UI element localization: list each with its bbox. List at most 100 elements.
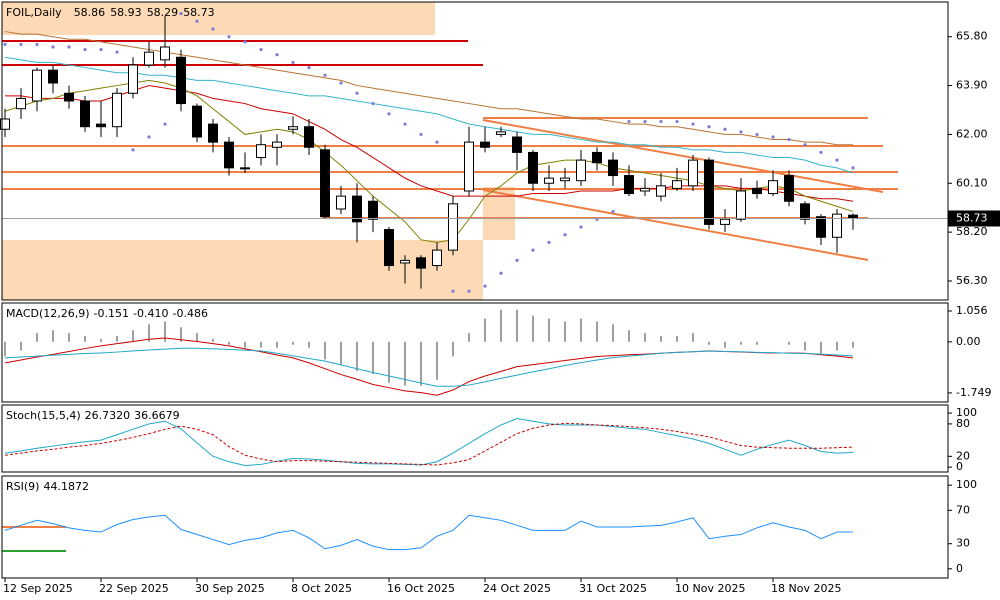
candle-body <box>320 149 330 218</box>
panel-frame <box>1 475 949 579</box>
candle-body <box>352 195 362 223</box>
sar-dot <box>163 122 167 126</box>
sar-dot <box>771 135 775 139</box>
sar-dot <box>67 45 71 49</box>
candle-body <box>704 159 714 225</box>
candle-body <box>800 203 810 220</box>
panel-frame <box>1 404 949 473</box>
sar-dot <box>739 130 743 134</box>
candle-body <box>176 56 186 105</box>
sar-dot <box>307 65 311 70</box>
sar-dot <box>211 27 215 31</box>
candle-body <box>624 175 634 195</box>
y-tick-label: 1.056 <box>956 304 988 317</box>
sar-dot <box>243 40 247 44</box>
sar-dot <box>227 35 231 39</box>
sar-dot <box>803 143 807 147</box>
sar-dot <box>19 42 23 47</box>
candle-body <box>64 92 74 102</box>
candle-body <box>240 167 250 170</box>
candle-body <box>576 159 586 182</box>
sar-dot <box>451 289 455 293</box>
sar-dot <box>787 137 791 142</box>
y-tick-label: 70 <box>956 503 970 516</box>
sar-dot <box>99 47 103 52</box>
candle-body <box>336 195 346 210</box>
candle-body <box>688 159 698 187</box>
sar-dot <box>659 119 663 124</box>
candle-body <box>208 123 218 143</box>
title: FOIL,Daily <box>6 6 62 19</box>
candle-body <box>32 69 42 102</box>
sar-dot <box>35 42 39 47</box>
reading: -0.486 <box>172 307 207 320</box>
sar-dot <box>819 150 823 155</box>
candle-body <box>368 200 378 220</box>
y-tick-label: 0 <box>956 460 963 473</box>
panel-frame <box>1 302 949 403</box>
candle-body <box>272 141 282 148</box>
reading: 44.1872 <box>43 480 89 493</box>
price-tag <box>948 210 1000 227</box>
sar-dot <box>179 11 183 16</box>
sar-dot <box>83 47 87 52</box>
candle-body <box>496 131 506 135</box>
candle-body <box>608 159 618 177</box>
reading: -0.410 <box>133 307 168 320</box>
indicator-line <box>4 422 854 466</box>
sar-dot <box>723 127 727 131</box>
price-tag-label: 58.73 <box>956 211 988 224</box>
candle-body <box>416 257 426 269</box>
candle-body <box>816 216 826 238</box>
y-tick-label: 65.80 <box>956 30 988 43</box>
candle-body <box>672 180 682 189</box>
candle-body <box>48 69 58 84</box>
ohlc-high: 58.93 <box>110 6 142 19</box>
candle-body <box>592 151 602 164</box>
sar-dot <box>323 73 327 77</box>
candle-body <box>0 118 10 130</box>
reading: 36.6679 <box>134 409 180 422</box>
title: Stoch(15,5,4) <box>6 409 81 422</box>
candle-body <box>848 214 858 219</box>
candle-body <box>160 46 170 61</box>
candle-body <box>560 177 570 182</box>
sar-dot <box>675 119 679 124</box>
sar-dot <box>643 119 647 124</box>
y-tick-label: 62.00 <box>956 127 988 140</box>
candle-body <box>128 64 138 94</box>
sar-dot <box>419 132 423 137</box>
sar-dot <box>851 166 855 170</box>
sar-dot <box>611 209 615 214</box>
sar-dot <box>147 135 151 139</box>
x-tick-label: 12 Sep 2025 <box>3 582 73 595</box>
candle-body <box>528 151 538 184</box>
sar-dot <box>131 148 135 152</box>
x-tick-label: 18 Nov 2025 <box>771 582 841 595</box>
sar-dot <box>627 119 631 124</box>
candle-body <box>384 229 394 267</box>
sar-dot <box>707 125 711 129</box>
x-tick-label: 10 Nov 2025 <box>675 582 745 595</box>
candle-body <box>640 187 650 192</box>
candle-body <box>752 187 762 195</box>
panel-title: MACD(12,26,9) -0.151 -0.410 -0.486 <box>6 307 208 320</box>
candle-body <box>768 180 778 195</box>
y-tick-label: 60.10 <box>956 176 988 189</box>
candle-body <box>16 97 26 110</box>
candle-body <box>192 105 202 138</box>
y-tick-label: 30 <box>956 537 970 550</box>
sar-dot <box>483 284 487 288</box>
sar-dot <box>355 91 359 95</box>
reading: -0.151 <box>94 307 129 320</box>
y-tick-label: 0.00 <box>956 335 981 348</box>
y-tick-label: 100 <box>956 478 977 491</box>
candle-body <box>288 126 298 130</box>
candle-body <box>432 249 442 267</box>
candle-body <box>304 126 314 148</box>
sar-dot <box>691 122 695 126</box>
candle-body <box>448 203 458 251</box>
indicator-line <box>4 417 854 467</box>
y-tick-label: 100 <box>956 406 977 419</box>
